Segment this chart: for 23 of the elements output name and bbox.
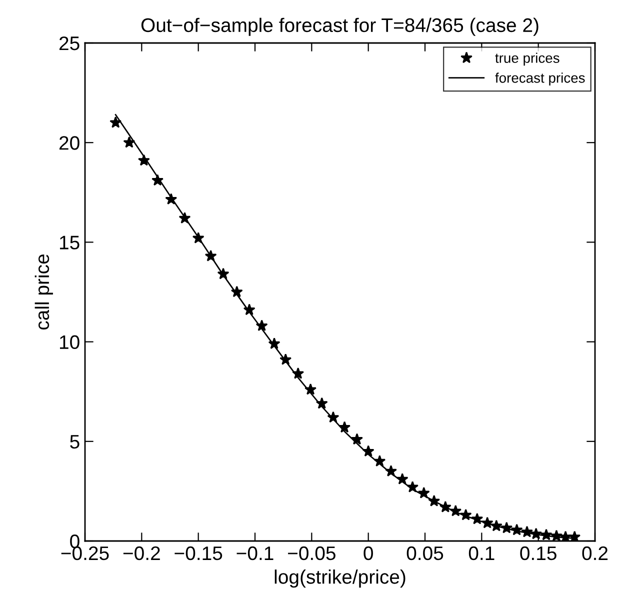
x-tick-label: 0 bbox=[364, 546, 373, 560]
x-tick-label: 0.2 bbox=[582, 546, 608, 560]
x-tick-label: −0.25 bbox=[61, 546, 109, 560]
x-tick-label: 0.05 bbox=[406, 546, 444, 560]
legend-label: true prices bbox=[495, 52, 560, 66]
x-tick-label: −0.2 bbox=[123, 546, 160, 560]
y-tick-label: 5 bbox=[70, 435, 80, 449]
y-tick-label: 20 bbox=[59, 136, 80, 150]
y-tick-label: 10 bbox=[60, 335, 80, 350]
x-tick-label: −0.1 bbox=[236, 546, 274, 560]
chart-title: Out−of−sample forecast for T=84/365 (case 2) bbox=[141, 18, 538, 36]
y-tick-label: 15 bbox=[60, 236, 80, 250]
x-tick-label: 0.15 bbox=[520, 546, 556, 560]
x-tick-label: −0.15 bbox=[174, 546, 222, 560]
point bbox=[110, 116, 122, 128]
x-axis-title: log(strike/price) bbox=[274, 570, 406, 588]
y-axis-title: call price bbox=[34, 254, 53, 330]
point bbox=[568, 530, 581, 541]
y-tick-label: 25 bbox=[59, 36, 80, 50]
x-tick-label: 0.1 bbox=[468, 546, 494, 560]
x-tick-label: −0.05 bbox=[288, 546, 336, 560]
point bbox=[123, 136, 136, 148]
legend-label: forecast prices bbox=[495, 72, 585, 86]
